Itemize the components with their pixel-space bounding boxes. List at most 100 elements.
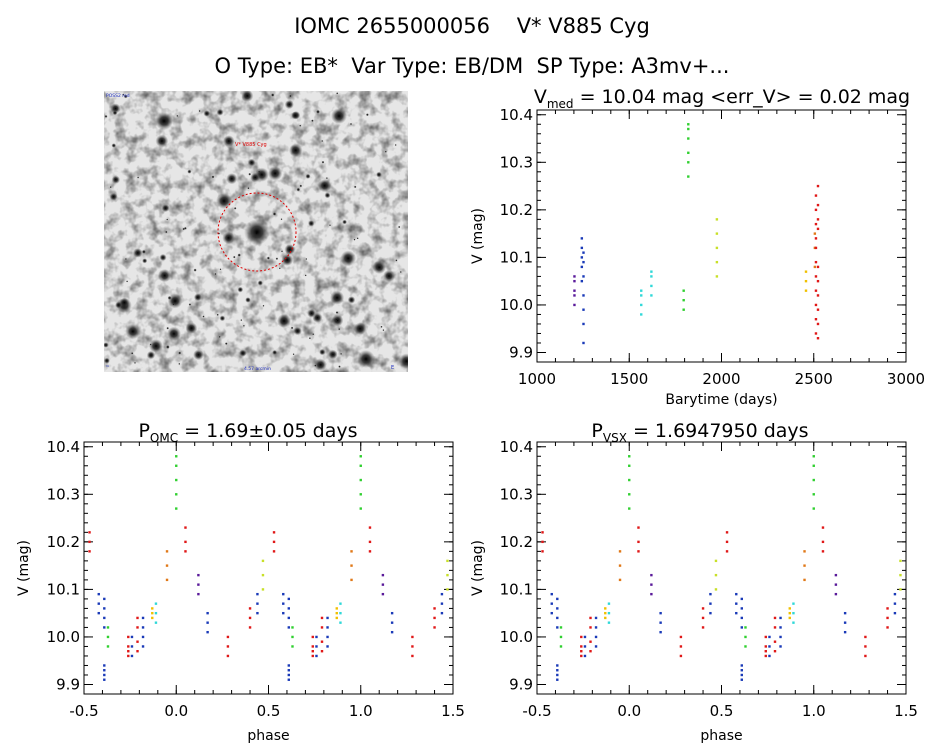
data-point — [594, 645, 598, 648]
plot-frame — [83, 441, 454, 695]
data-point — [556, 597, 559, 601]
finder-star — [336, 92, 339, 95]
finder-star — [266, 256, 270, 260]
data-point — [834, 583, 838, 586]
finder-star — [237, 253, 241, 257]
finder-star — [331, 108, 347, 124]
data-point — [206, 611, 209, 615]
data-point — [226, 635, 230, 639]
y-tick-label: 10.2 — [47, 533, 80, 551]
finder-star — [382, 329, 385, 332]
finder-star — [290, 326, 294, 330]
chart-title: Vmed = 10.04 mag <err_V> = 0.02 mag — [534, 86, 910, 111]
data-point — [550, 592, 553, 596]
data-point — [368, 550, 372, 553]
data-point — [339, 611, 342, 615]
data-point — [779, 616, 782, 620]
data-point — [127, 650, 130, 653]
data-point — [287, 669, 290, 672]
data-point — [350, 564, 353, 567]
finder-star — [125, 323, 141, 340]
finder-star — [342, 219, 347, 225]
data-point — [843, 621, 847, 624]
data-point — [103, 664, 106, 667]
finder-star — [278, 267, 281, 270]
data-point — [804, 279, 808, 283]
data-point — [640, 313, 643, 316]
data-point — [682, 308, 685, 311]
data-point — [88, 550, 91, 553]
data-point — [320, 626, 324, 629]
data-point — [368, 540, 372, 544]
data-point — [103, 616, 106, 620]
x-tick-label: 1500 — [610, 370, 648, 388]
vsx-phase-chart: PVSX = 1.6947950 days phase V (mag) -0.5 0.0… — [470, 420, 918, 744]
finder-star — [321, 160, 325, 164]
data-point — [350, 578, 353, 582]
finder-star — [202, 315, 205, 318]
finder-star — [218, 335, 221, 338]
data-point — [816, 279, 820, 283]
data-point — [886, 607, 889, 610]
data-point — [287, 607, 290, 610]
data-point — [320, 640, 324, 643]
finder-corner-mark-right: E — [391, 365, 394, 371]
data-point — [640, 303, 643, 307]
finder-star — [277, 314, 291, 328]
data-point — [556, 616, 559, 620]
data-point — [151, 607, 154, 610]
finder-star — [223, 135, 235, 147]
data-point — [679, 654, 683, 658]
data-point — [440, 611, 444, 615]
data-point — [893, 611, 897, 615]
page-title: IOMC 2655000056 V* V885 Cyg — [294, 14, 650, 38]
data-point — [814, 222, 818, 226]
y-tick-label: 10.3 — [47, 485, 80, 503]
data-point — [335, 607, 338, 610]
data-point — [709, 602, 712, 605]
data-point — [580, 279, 584, 283]
data-point — [291, 635, 294, 639]
data-point — [88, 540, 91, 544]
data-point — [816, 203, 820, 207]
finder-star — [281, 250, 283, 253]
data-point — [359, 455, 362, 458]
data-point — [816, 337, 820, 340]
data-point — [812, 455, 815, 458]
data-point — [618, 564, 622, 567]
x-tick-label: 1.0 — [802, 702, 826, 720]
data-point — [640, 294, 643, 297]
data-point — [650, 270, 653, 273]
data-point — [197, 592, 200, 596]
data-point — [715, 218, 719, 221]
data-point — [589, 650, 592, 653]
data-point — [315, 654, 318, 658]
finder-star — [155, 112, 173, 130]
finder-star — [214, 273, 217, 275]
data-point — [864, 645, 867, 648]
finder-star — [242, 324, 245, 327]
finder-star — [349, 122, 353, 126]
data-point — [725, 540, 729, 544]
finder-star — [325, 177, 328, 180]
chart-title: POMC = 1.69±0.05 days — [138, 420, 357, 445]
data-point — [350, 550, 353, 553]
finder-star — [257, 280, 263, 286]
data-point — [103, 678, 106, 681]
data-point — [359, 507, 362, 510]
data-point — [261, 559, 265, 563]
finder-star — [203, 110, 211, 117]
finder-star — [167, 293, 183, 309]
data-point — [165, 550, 169, 553]
data-point — [154, 621, 158, 624]
data-point — [582, 275, 585, 278]
data-point — [773, 616, 777, 620]
finder-star — [115, 301, 123, 309]
data-point — [287, 626, 290, 629]
finder-star — [126, 280, 129, 283]
data-point — [618, 550, 622, 553]
data-point — [381, 573, 385, 577]
data-point — [359, 478, 362, 482]
x-tick-label: 1.5 — [441, 702, 465, 720]
data-point — [740, 597, 743, 601]
